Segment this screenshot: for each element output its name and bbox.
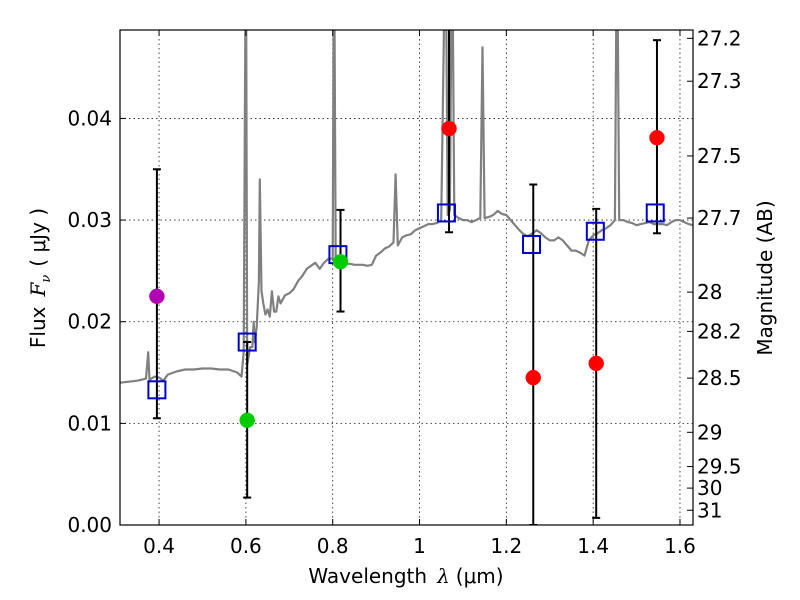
right-tick-label: 27.5: [697, 144, 742, 168]
observed-flux-point: [149, 288, 165, 305]
model-photometry-point: [585, 221, 605, 241]
right-tick-label: 29.5: [697, 455, 742, 479]
model-photometry-point: [147, 380, 167, 400]
model-photometry-point: [436, 203, 456, 223]
axis-ticks: 0.4 0.6 0.8 1 1.2 1.4 1.6 0.00 0.01 0.02 0.03 0.04 2…: [67, 26, 741, 558]
y-tick-label: 0.04: [67, 106, 112, 130]
y-tick-label: 0.03: [67, 208, 112, 232]
x-tick-label: 0.8: [317, 534, 349, 558]
x-tick-label: 1: [413, 534, 426, 558]
y-axis-title-text: Flux: [26, 306, 50, 348]
right-axis-title: Magnitude (AB): [753, 200, 777, 355]
plot-area: [120, 30, 693, 525]
right-tick-label: 27.7: [697, 206, 742, 230]
observed-flux-point: [441, 120, 457, 137]
observed-flux-point: [588, 355, 604, 372]
y-axis-title-unit: ( μJy ): [26, 208, 50, 267]
right-tick-label: 29: [697, 420, 722, 444]
y-tick-label: 0.02: [67, 310, 112, 334]
y-tick-label: 0.01: [67, 411, 112, 435]
x-axis-title-text: Wavelength: [308, 564, 427, 588]
right-tick-label: 27.3: [697, 69, 742, 93]
right-tick-label: 27.2: [697, 26, 742, 50]
right-tick-label: 28: [697, 280, 722, 304]
observed-flux-point: [239, 412, 255, 429]
y-axis-title-subscript: ν: [39, 275, 54, 283]
model-photometry-point: [237, 332, 257, 352]
right-tick-label: 30: [697, 476, 722, 500]
x-axis-title-unit: (μm): [456, 564, 504, 588]
model-photometry-point: [645, 203, 665, 223]
x-axis-title: Wavelength λ (μm): [308, 564, 503, 588]
plot-frame: [119, 29, 694, 526]
y-axis-title-symbol: F: [26, 282, 50, 298]
right-tick-label: 28.2: [697, 319, 742, 343]
y-tick-label: 0.00: [67, 513, 112, 537]
x-tick-label: 0.4: [143, 534, 175, 558]
x-tick-label: 1.2: [490, 534, 522, 558]
model-photometry-point: [522, 234, 542, 254]
x-tick-label: 0.6: [230, 534, 262, 558]
y-axis-title: Flux Fν ( μJy ): [26, 208, 54, 348]
x-axis-title-symbol: λ: [436, 564, 450, 588]
x-tick-label: 1.6: [664, 534, 696, 558]
observed-flux-point: [332, 253, 349, 270]
observed-flux-point: [525, 369, 542, 386]
right-tick-label: 28.5: [697, 366, 742, 390]
observed-flux-point: [649, 129, 665, 146]
x-tick-label: 1.4: [577, 534, 609, 558]
right-tick-label: 31: [697, 498, 722, 522]
